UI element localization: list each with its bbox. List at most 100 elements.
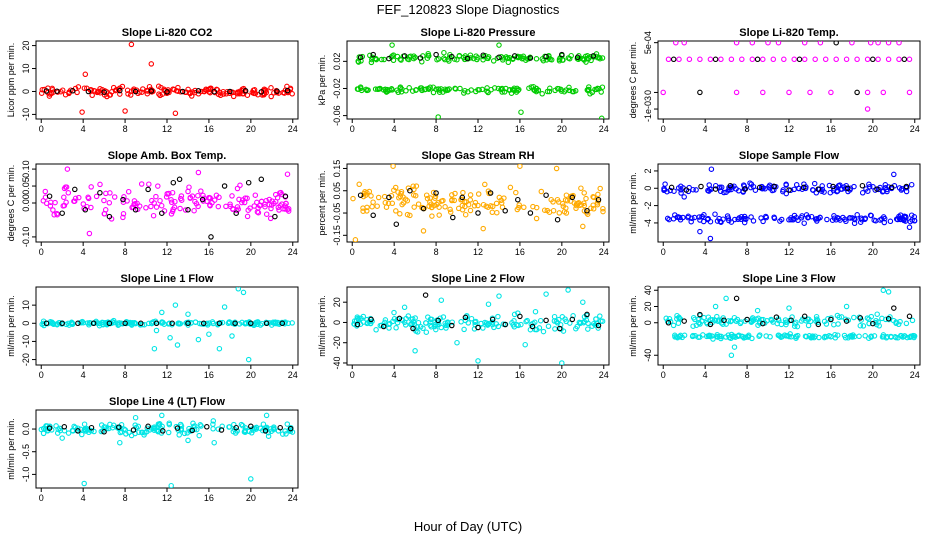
data-point xyxy=(197,422,204,428)
mean-point xyxy=(370,51,376,58)
data-point xyxy=(226,319,233,326)
data-point xyxy=(864,106,871,112)
data-point xyxy=(98,422,105,428)
mean-point xyxy=(697,311,703,318)
data-point xyxy=(45,85,51,91)
data-point xyxy=(503,54,509,60)
data-point xyxy=(423,329,430,335)
x-tick-label: 0 xyxy=(39,493,44,503)
panel-title: Slope Line 4 (LT) Flow xyxy=(109,396,225,408)
data-point xyxy=(144,428,150,435)
data-point xyxy=(216,345,223,352)
data-point xyxy=(378,56,385,63)
mean-point xyxy=(211,88,217,95)
data-point xyxy=(748,184,754,191)
data-point xyxy=(526,85,532,91)
data-point xyxy=(725,215,732,221)
mean-point xyxy=(569,316,576,323)
data-point xyxy=(673,334,680,340)
data-point xyxy=(462,211,469,218)
data-point xyxy=(690,186,696,193)
mean-point xyxy=(796,56,803,63)
data-point xyxy=(695,334,702,340)
data-point xyxy=(880,89,887,96)
data-point xyxy=(857,322,864,329)
data-point xyxy=(251,203,258,209)
data-point xyxy=(760,89,766,96)
data-point xyxy=(893,320,899,327)
mean-point xyxy=(901,56,908,63)
data-point xyxy=(500,57,506,63)
x-tick-label: 20 xyxy=(246,370,256,380)
data-point xyxy=(776,317,782,324)
mean-point xyxy=(170,179,177,186)
data-point xyxy=(263,425,269,431)
data-point xyxy=(757,332,763,338)
x-tick-label: 8 xyxy=(745,247,750,257)
data-point xyxy=(822,56,829,63)
x-tick-label: 0 xyxy=(661,247,666,257)
data-point xyxy=(566,84,572,91)
data-point xyxy=(454,339,460,346)
x-tick-label: 8 xyxy=(123,493,128,503)
data-point xyxy=(495,313,501,320)
data-point xyxy=(459,202,466,209)
mean-point xyxy=(800,184,807,191)
data-point xyxy=(739,56,745,63)
data-point xyxy=(752,187,759,193)
data-point xyxy=(783,182,789,188)
data-point xyxy=(691,214,698,221)
data-point xyxy=(781,56,787,63)
data-point xyxy=(689,215,695,222)
data-point xyxy=(518,109,524,115)
data-point xyxy=(229,193,235,199)
x-tick-label: 8 xyxy=(123,124,128,134)
panel-7: Slope Line 1 Flow 0 4 8 12 16 20 24 -20 -10 0 10 ml/… xyxy=(6,273,299,380)
mean-point xyxy=(712,56,719,63)
panel-4: Slope Amb. Box Temp. 0 4 8 12 16 20 24 -0.10 0.00… xyxy=(6,150,299,257)
data-point xyxy=(110,317,117,324)
data-point xyxy=(695,319,702,326)
mean-point xyxy=(475,324,481,331)
data-point xyxy=(882,316,889,323)
x-tick-label: 4 xyxy=(81,493,86,503)
x-tick-label: 16 xyxy=(515,370,525,380)
data-point xyxy=(155,423,162,429)
mean-point xyxy=(771,183,778,190)
data-point xyxy=(801,41,808,46)
data-point xyxy=(146,320,152,327)
data-point xyxy=(153,327,160,334)
x-tick-label: 12 xyxy=(162,124,172,134)
data-point xyxy=(135,423,142,430)
data-point xyxy=(257,322,264,328)
data-point xyxy=(268,428,275,435)
data-point xyxy=(221,304,228,310)
mean-point xyxy=(449,322,455,329)
data-point xyxy=(805,322,812,329)
data-point xyxy=(443,322,449,329)
data-point xyxy=(521,204,527,211)
data-point xyxy=(849,41,855,46)
data-point xyxy=(678,190,684,196)
data-point xyxy=(210,426,216,432)
x-tick-label: 20 xyxy=(868,370,878,380)
data-point xyxy=(170,86,176,92)
data-point xyxy=(418,87,425,93)
data-point xyxy=(871,333,878,339)
data-point xyxy=(178,423,185,429)
data-point xyxy=(851,314,857,321)
mean-point xyxy=(885,315,892,322)
data-point xyxy=(128,41,135,48)
mean-point xyxy=(85,88,92,95)
y-axis-label: ml/min per min. xyxy=(317,295,327,357)
mean-point xyxy=(159,210,165,216)
data-point xyxy=(406,56,412,63)
mean-point xyxy=(462,314,469,321)
data-point xyxy=(181,430,188,437)
data-point xyxy=(584,87,591,93)
data-point xyxy=(207,86,213,92)
data-point xyxy=(81,85,88,91)
data-point xyxy=(424,55,431,61)
data-point xyxy=(858,215,864,221)
x-tick-label: 8 xyxy=(434,247,439,257)
